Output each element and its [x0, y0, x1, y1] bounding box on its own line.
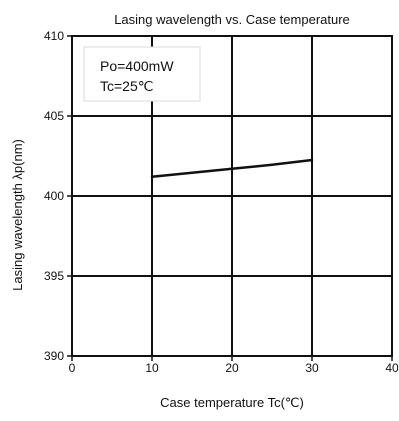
- y-tick-label-395: 395: [44, 269, 64, 283]
- series-line-0: [150, 158, 314, 179]
- y-tick-label-405: 405: [44, 109, 64, 123]
- x-tick-label-40: 40: [385, 361, 399, 375]
- y-tick-label-400: 400: [44, 189, 64, 203]
- y-tick-label-390: 390: [44, 349, 64, 363]
- condition-annotation: Po=400mW Tc=25℃: [83, 46, 201, 102]
- x-axis-label: Case temperature Tc(℃): [160, 395, 304, 410]
- chart-title: Lasing wavelength vs. Case temperature: [114, 12, 350, 27]
- x-axis-ticks: 0 10 20 30 40: [69, 356, 399, 375]
- x-tick-label-0: 0: [69, 361, 76, 375]
- x-tick-label-20: 20: [225, 361, 239, 375]
- x-tick-label-30: 30: [305, 361, 319, 375]
- y-tick-label-410: 410: [44, 29, 64, 43]
- y-axis-ticks: 390 395 400 405 410: [44, 29, 72, 363]
- y-axis-label: Lasing wavelength λp(nm): [10, 139, 25, 291]
- x-tick-label-10: 10: [145, 361, 159, 375]
- annotation-tc: Tc=25℃: [100, 78, 153, 94]
- annotation-po: Po=400mW: [100, 58, 174, 74]
- series-group: [150, 158, 314, 179]
- annotation-box: [83, 46, 201, 102]
